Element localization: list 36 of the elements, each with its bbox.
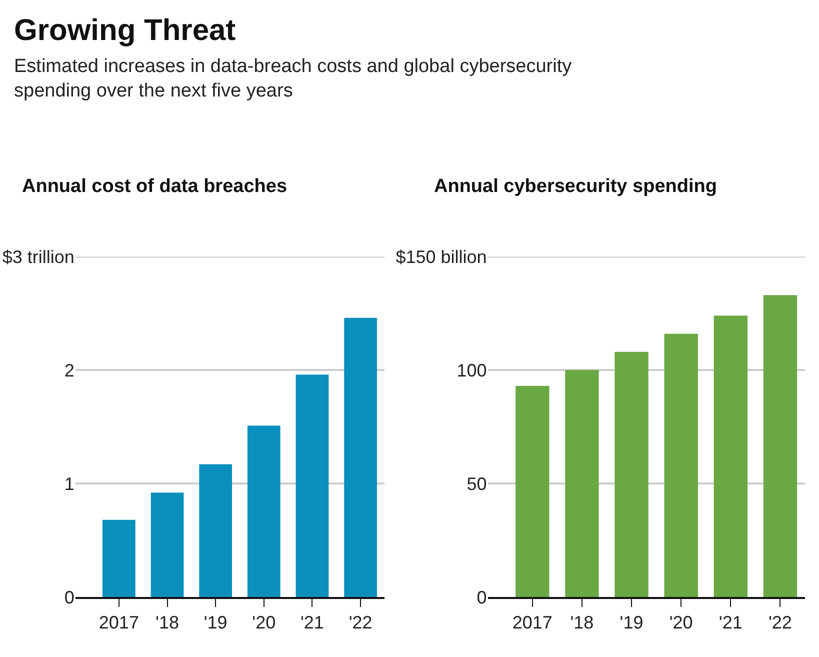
bar <box>296 374 329 597</box>
x-tick-label: '19 <box>204 612 228 633</box>
x-tick-label: '21 <box>300 612 324 633</box>
chart-title: Annual cost of data breaches <box>22 176 288 197</box>
bar <box>102 520 136 597</box>
x-tick-label: 2017 <box>98 612 139 633</box>
x-tick-label: '19 <box>620 612 644 633</box>
x-tick-label: '22 <box>768 612 792 633</box>
bar <box>614 352 648 597</box>
y-tick-label: 0 <box>64 587 74 608</box>
x-tick-label: '20 <box>669 612 693 633</box>
y-tick-label: 2 <box>64 360 74 380</box>
bar <box>714 316 748 597</box>
y-tick-label: $150 billion <box>396 246 487 267</box>
bar <box>763 295 798 597</box>
chart-title: Annual cybersecurity spending <box>434 176 717 197</box>
x-tick-label: '22 <box>348 612 372 633</box>
x-tick-label: '21 <box>718 612 742 633</box>
x-tick-label: '18 <box>570 612 594 633</box>
bar <box>516 386 550 597</box>
bar <box>150 492 184 597</box>
bar <box>565 370 599 597</box>
x-tick-label: 2017 <box>512 612 552 633</box>
bar <box>247 426 280 597</box>
x-tick-label: '20 <box>252 612 276 633</box>
text: Growing Threat <box>14 14 236 47</box>
x-tick-label: '18 <box>156 612 179 633</box>
y-tick-label: $3 trillion <box>2 246 74 267</box>
bar <box>344 318 377 597</box>
text: Estimated increases in data-breach costs and global cybersecurity spending over the next five years <box>14 56 572 102</box>
y-tick-label: 0 <box>476 587 487 608</box>
y-tick-label: 100 <box>456 360 487 380</box>
y-tick-label: 1 <box>64 474 74 494</box>
bar <box>664 334 698 597</box>
bar <box>199 464 232 597</box>
y-tick-label: 50 <box>466 474 487 494</box>
